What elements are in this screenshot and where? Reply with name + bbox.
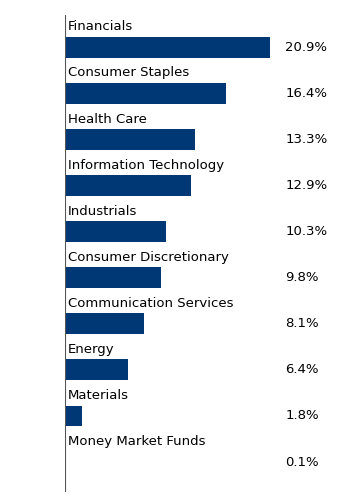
Text: 6.4%: 6.4% bbox=[285, 363, 319, 376]
Text: Energy: Energy bbox=[68, 343, 114, 356]
Bar bbox=[65, 359, 128, 380]
Bar bbox=[65, 37, 270, 58]
Text: 12.9%: 12.9% bbox=[285, 179, 327, 192]
Text: 9.8%: 9.8% bbox=[285, 271, 319, 284]
Text: 10.3%: 10.3% bbox=[285, 225, 327, 238]
Text: 0.1%: 0.1% bbox=[285, 456, 319, 469]
Bar bbox=[65, 83, 226, 104]
Text: Financials: Financials bbox=[68, 20, 133, 33]
Text: Consumer Discretionary: Consumer Discretionary bbox=[68, 251, 229, 264]
Bar bbox=[65, 221, 166, 242]
Text: Consumer Staples: Consumer Staples bbox=[68, 67, 189, 80]
Bar bbox=[65, 175, 192, 196]
Bar bbox=[65, 452, 66, 473]
Text: Industrials: Industrials bbox=[68, 205, 137, 218]
Text: Health Care: Health Care bbox=[68, 112, 147, 126]
Bar bbox=[65, 406, 82, 426]
Text: 1.8%: 1.8% bbox=[285, 410, 319, 422]
Text: Money Market Funds: Money Market Funds bbox=[68, 435, 205, 448]
Text: Information Technology: Information Technology bbox=[68, 159, 224, 171]
Text: Materials: Materials bbox=[68, 389, 129, 402]
Text: 20.9%: 20.9% bbox=[285, 41, 327, 54]
Bar bbox=[65, 129, 195, 150]
Text: 8.1%: 8.1% bbox=[285, 317, 319, 331]
Text: 13.3%: 13.3% bbox=[285, 133, 327, 146]
Text: 16.4%: 16.4% bbox=[285, 87, 327, 100]
Bar bbox=[65, 267, 161, 288]
Bar bbox=[65, 314, 144, 334]
Text: Communication Services: Communication Services bbox=[68, 297, 233, 310]
